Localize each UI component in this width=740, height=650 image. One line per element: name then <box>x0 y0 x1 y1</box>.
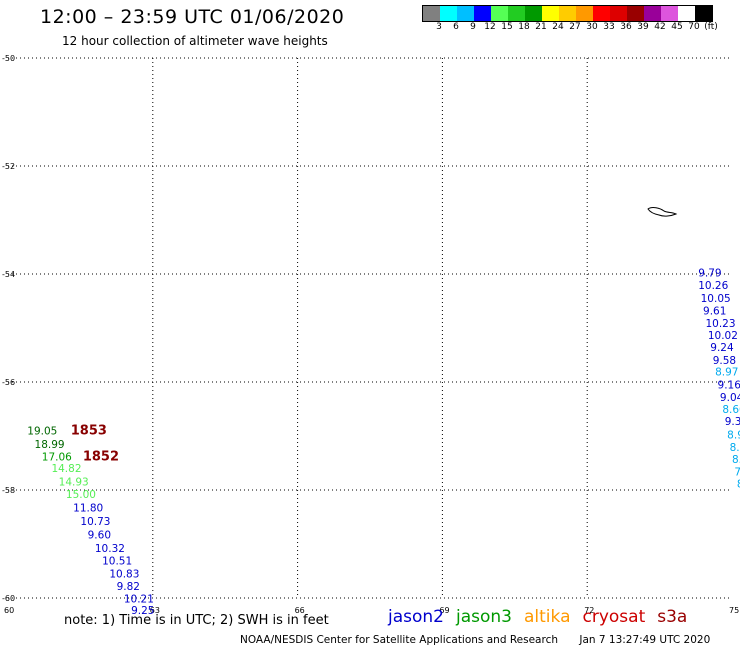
y-tick-label: -54 <box>2 270 15 279</box>
wave-height-label: 19.05 <box>27 425 57 437</box>
page-subtitle: 12 hour collection of altimeter wave hei… <box>62 34 328 48</box>
wave-height-label: 9.32 <box>725 416 740 428</box>
x-tick-label: 72 <box>584 606 594 615</box>
colorbar-label: 45 <box>671 22 683 32</box>
y-tick-label: -50 <box>2 54 15 63</box>
wave-height-label: 9.04 <box>720 392 740 404</box>
colorbar-label: 42 <box>654 22 666 32</box>
island-coastline <box>647 207 678 217</box>
colorbar-label: 33 <box>603 22 615 32</box>
x-tick-label: 60 <box>4 606 14 615</box>
wave-height-label: 10.51 <box>102 556 132 568</box>
legend-s3a: s3a <box>657 607 688 627</box>
colorbar-label: 15 <box>501 22 513 32</box>
wave-height-label: 18.99 <box>35 439 65 451</box>
colorbar-label: 9 <box>470 22 476 32</box>
wave-height-label: 8.18 <box>732 454 740 466</box>
footer-credit: NOAA/NESDIS Center for Satellite Applica… <box>240 634 558 646</box>
wave-height-label: 9.60 <box>88 530 111 542</box>
x-tick-label: 63 <box>150 606 160 615</box>
colorbar-swatch <box>644 6 661 21</box>
time-label: 1853 <box>71 423 107 438</box>
wave-height-label: 10.21 <box>124 593 154 605</box>
wave-height-label: 10.23 <box>705 318 735 330</box>
colorbar-swatch <box>457 6 474 21</box>
wave-height-label: 14.82 <box>51 463 81 475</box>
wave-height-label: 9.82 <box>117 581 140 593</box>
colorbar-swatch <box>627 6 644 21</box>
wave-height-label: 10.73 <box>80 516 110 528</box>
colorbar-label: 3 <box>436 22 442 32</box>
colorbar-swatch <box>491 6 508 21</box>
x-tick-label: 69 <box>439 606 449 615</box>
wave-height-label: 8.90 <box>727 430 740 442</box>
wave-height-label: 15.00 <box>66 489 96 501</box>
colorbar <box>422 5 713 22</box>
wave-height-label: 10.05 <box>701 293 731 305</box>
page-title: 12:00 – 23:59 UTC 01/06/2020 <box>40 6 345 28</box>
wave-height-label: 10.83 <box>109 568 139 580</box>
y-tick-label: -58 <box>2 486 15 495</box>
colorbar-swatch <box>474 6 491 21</box>
footer: NOAA/NESDIS Center for Satellite Applica… <box>240 634 710 646</box>
wave-height-label: 11.80 <box>73 503 103 515</box>
colorbar-swatch <box>661 6 678 21</box>
wave-height-label: 8.66 <box>722 404 740 416</box>
colorbar-swatch <box>423 6 440 21</box>
x-tick-label: 75 <box>729 606 739 615</box>
y-tick-label: -52 <box>2 162 15 171</box>
colorbar-label: 30 <box>586 22 598 32</box>
wave-height-label: 8.52 <box>737 478 740 490</box>
wave-height-label: 10.26 <box>698 280 728 292</box>
colorbar-swatch <box>610 6 627 21</box>
wave-height-label: 10.02 <box>708 330 738 342</box>
time-label: 1852 <box>83 449 119 464</box>
wave-height-label: 9.58 <box>713 355 736 367</box>
colorbar-swatch <box>542 6 559 21</box>
colorbar-swatch <box>576 6 593 21</box>
colorbar-swatch <box>508 6 525 21</box>
colorbar-label: 21 <box>535 22 547 32</box>
colorbar-swatch <box>440 6 457 21</box>
legend-altika: altika <box>524 607 571 627</box>
note-text: note: 1) Time is in UTC; 2) SWH is in fe… <box>64 613 329 628</box>
colorbar-swatch <box>695 6 712 21</box>
legend-cryosat: cryosat <box>582 607 646 627</box>
footer-timestamp: Jan 7 13:27:49 UTC 2020 <box>579 634 711 646</box>
wave-height-label: 8.97 <box>715 367 738 379</box>
wave-height-label: 9.79 <box>698 268 721 280</box>
wave-height-label: 7.95 <box>734 466 740 478</box>
colorbar-swatch <box>678 6 695 21</box>
wave-height-label: 9.24 <box>710 342 734 354</box>
colorbar-label: 18 <box>518 22 530 32</box>
x-tick-label: 66 <box>295 606 305 615</box>
satellite-legend: jason2 jason3 altika cryosat s3a <box>388 607 699 627</box>
colorbar-label: 24 <box>552 22 564 32</box>
colorbar-label: 39 <box>637 22 649 32</box>
wave-height-label: 9.25 <box>131 605 154 617</box>
legend-jason2: jason2 <box>388 607 444 627</box>
colorbar-swatch <box>593 6 610 21</box>
wave-height-label: 10.32 <box>95 543 125 555</box>
legend-jason3: jason3 <box>456 607 512 627</box>
colorbar-label: 27 <box>569 22 581 32</box>
y-tick-label: -60 <box>2 594 15 603</box>
wave-height-label: 9.16 <box>718 379 740 391</box>
colorbar-label: 6 <box>453 22 459 32</box>
wave-height-label: 14.93 <box>59 477 89 489</box>
wave-height-label: 9.61 <box>703 306 726 318</box>
wave-height-label: 8.40 <box>730 442 740 454</box>
y-tick-label: -56 <box>2 378 15 387</box>
colorbar-label: 70 <box>688 22 700 32</box>
colorbar-label: 36 <box>620 22 632 32</box>
colorbar-label: 12 <box>484 22 496 32</box>
colorbar-swatch <box>525 6 542 21</box>
wave-height-label: 17.06 <box>42 451 72 463</box>
colorbar-swatch <box>559 6 576 21</box>
colorbar-label: (ft) <box>704 22 718 32</box>
